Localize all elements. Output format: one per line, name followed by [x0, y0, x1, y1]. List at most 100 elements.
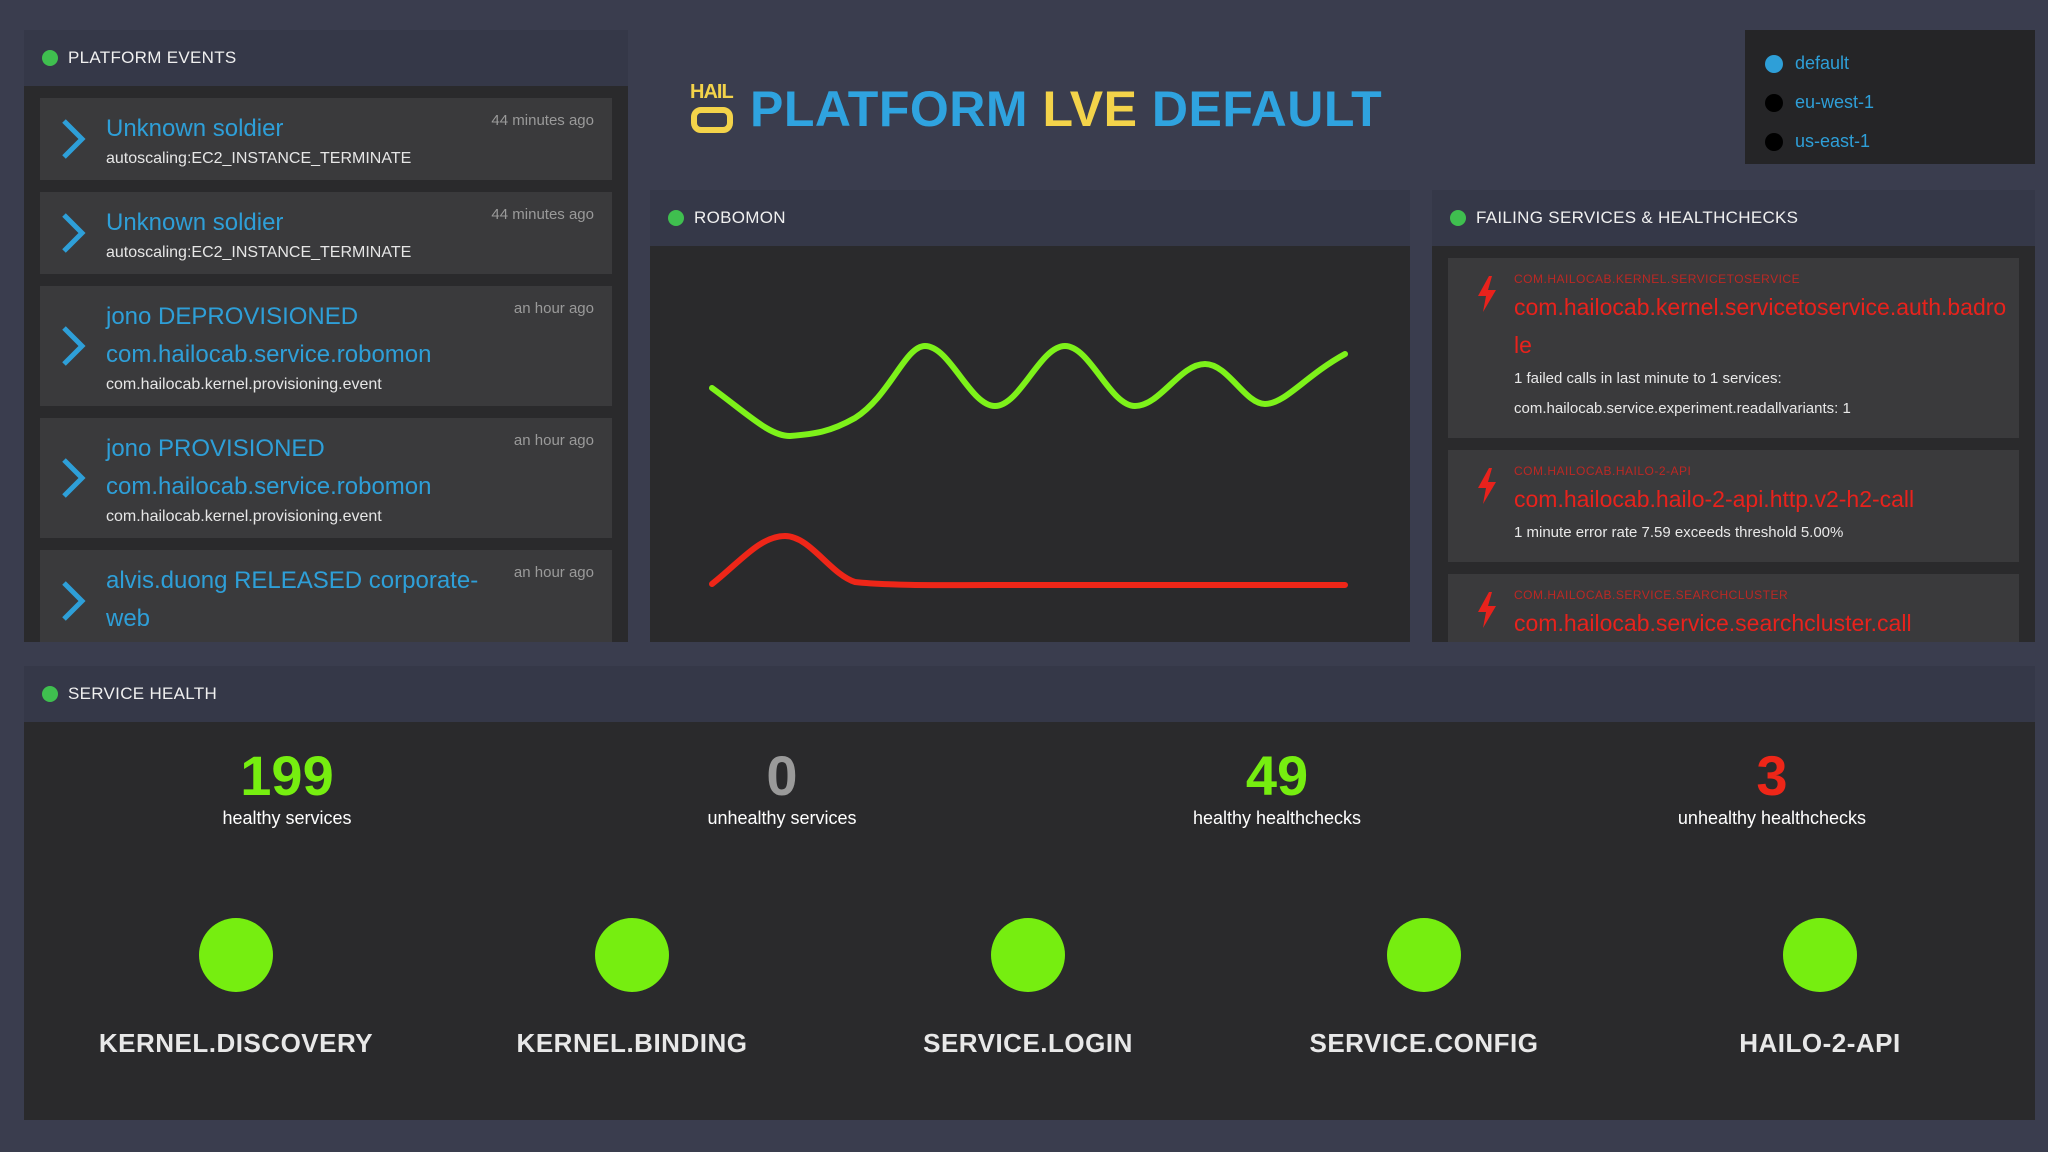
chevron-right-icon	[62, 458, 86, 498]
status-circle-icon	[1387, 918, 1461, 992]
event-item[interactable]: alvis.duong RELEASED corporate-web an ho…	[40, 550, 612, 642]
service-name: HAILO-2-API	[1739, 1028, 1901, 1058]
stat-label: healthy healthchecks	[1192, 808, 1362, 828]
event-time: an hour ago	[513, 564, 594, 581]
status-dot-icon	[42, 50, 58, 66]
failing-services-panel: FAILING SERVICES & HEALTHCHECKS COM.HAIL…	[1432, 190, 2035, 642]
failing-item[interactable]: COM.HAILOCAB.SERVICE.SEARCHCLUSTER com.h…	[1448, 574, 2019, 642]
health-stats: 199 healthy services 0 unhealthy service…	[24, 746, 2035, 846]
platform-events-title: PLATFORM EVENTS	[68, 48, 237, 67]
event-title: jono DEPROVISIONED com.hailocab.service.…	[106, 303, 432, 368]
stat-value: 49	[1245, 744, 1309, 807]
status-circle-icon	[199, 918, 273, 992]
failing-category: COM.HAILOCAB.SERVICE.SEARCHCLUSTER	[1514, 588, 1789, 602]
event-time: 44 minutes ago	[491, 112, 594, 129]
status-circle-icon	[991, 918, 1065, 992]
region-label: us-east-1	[1795, 131, 1871, 151]
event-title: jono PROVISIONED com.hailocab.service.ro…	[106, 435, 432, 500]
stat-value: 199	[240, 744, 334, 807]
lightning-bolt-icon	[1478, 276, 1496, 312]
status-circle-icon	[1783, 918, 1857, 992]
service-name: KERNEL.BINDING	[516, 1028, 748, 1058]
region-selector: default eu-west-1 us-east-1	[1745, 30, 2035, 164]
event-time: an hour ago	[513, 300, 594, 317]
page-title: PLATFORM LVE DEFAULT	[750, 80, 1382, 138]
stat-value: 0	[766, 744, 798, 807]
service-health-header: SERVICE HEALTH	[24, 666, 2035, 722]
region-dot-icon	[1765, 93, 1783, 112]
failing-category: COM.HAILOCAB.HAILO-2-API	[1514, 464, 1692, 478]
failing-list: COM.HAILOCAB.KERNEL.SERVICETOSERVICE com…	[1432, 258, 2035, 642]
failing-message: com.hailocab.service.experiment.readallv…	[1514, 400, 1851, 417]
logo-text: HAIL	[690, 81, 734, 103]
stat-label: unhealthy services	[707, 808, 857, 828]
chevron-right-icon	[62, 581, 86, 621]
event-item[interactable]: Unknown soldier autoscaling:EC2_INSTANCE…	[40, 192, 612, 274]
status-dot-icon	[42, 686, 58, 702]
region-label: eu-west-1	[1795, 92, 1875, 112]
event-time: 44 minutes ago	[491, 206, 594, 223]
failing-item[interactable]: COM.HAILOCAB.KERNEL.SERVICETOSERVICE com…	[1448, 258, 2019, 438]
event-item[interactable]: Unknown soldier autoscaling:EC2_INSTANCE…	[40, 98, 612, 180]
region-label: default	[1795, 53, 1850, 73]
robomon-series-upper	[709, 342, 1348, 440]
service-config[interactable]: SERVICE.CONFIG	[1274, 918, 1574, 1059]
failing-name: com.hailocab.service.searchcluster.call	[1514, 610, 1912, 636]
platform-events-header: PLATFORM EVENTS	[24, 30, 628, 86]
failing-message: 1 failed calls in last minute to 1 servi…	[1514, 370, 1782, 387]
event-subtitle: autoscaling:EC2_INSTANCE_TERMINATE	[106, 244, 412, 261]
robomon-series-lower	[709, 532, 1348, 589]
status-circle-icon	[595, 918, 669, 992]
lightning-bolt-icon	[1478, 468, 1496, 504]
robomon-title: ROBOMON	[694, 208, 786, 227]
platform-events-panel: PLATFORM EVENTS Unknown soldier autoscal…	[24, 30, 628, 642]
title-word-env: LVE	[1042, 81, 1138, 137]
stat-label: healthy services	[222, 808, 352, 828]
event-item[interactable]: jono DEPROVISIONED com.hailocab.service.…	[40, 286, 612, 406]
failing-name: com.hailocab.hailo-2-api.http.v2-h2-call	[1514, 486, 1915, 512]
event-list: Unknown soldier autoscaling:EC2_INSTANCE…	[24, 98, 628, 642]
failing-name: com.hailocab.kernel.servicetoservice.aut…	[1514, 294, 2007, 358]
service-name: SERVICE.CONFIG	[1309, 1028, 1539, 1058]
stat-label: unhealthy healthchecks	[1677, 808, 1867, 828]
robomon-panel: ROBOMON	[650, 190, 1410, 642]
hailo-logo: HAIL	[688, 81, 736, 137]
failing-item[interactable]: COM.HAILOCAB.HAILO-2-API com.hailocab.ha…	[1448, 450, 2019, 562]
failing-category: COM.HAILOCAB.KERNEL.SERVICETOSERVICE	[1514, 272, 1801, 286]
region-option-default[interactable]: default	[1765, 44, 2015, 83]
chevron-right-icon	[62, 326, 86, 366]
region-option-us-east-1[interactable]: us-east-1	[1765, 122, 2015, 161]
service-kernel-discovery[interactable]: KERNEL.DISCOVERY	[86, 918, 386, 1059]
stat-value: 3	[1756, 744, 1788, 807]
robomon-chart	[709, 342, 1348, 589]
failing-services-title: FAILING SERVICES & HEALTHCHECKS	[1476, 208, 1799, 227]
chevron-right-icon	[62, 213, 86, 253]
title-word-region: DEFAULT	[1151, 81, 1383, 137]
failing-services-header: FAILING SERVICES & HEALTHCHECKS	[1432, 190, 2035, 246]
stat-unhealthy-healthchecks: 3 unhealthy healthchecks	[1622, 746, 1922, 829]
brand-header: HAIL PLATFORM LVE DEFAULT	[688, 80, 1382, 138]
event-time: an hour ago	[513, 432, 594, 449]
event-subtitle: com.hailocab.kernel.provisioning.event	[106, 376, 382, 393]
service-kernel-binding[interactable]: KERNEL.BINDING	[482, 918, 782, 1059]
robomon-header: ROBOMON	[650, 190, 1410, 246]
stat-healthy-services: 199 healthy services	[137, 746, 437, 829]
logo-o-shape	[691, 107, 733, 133]
event-title: Unknown soldier	[106, 115, 284, 142]
service-name: KERNEL.DISCOVERY	[98, 1028, 374, 1058]
stat-healthy-healthchecks: 49 healthy healthchecks	[1127, 746, 1427, 829]
lightning-bolt-icon	[1478, 592, 1496, 628]
stat-unhealthy-services: 0 unhealthy services	[632, 746, 932, 829]
service-name: SERVICE.LOGIN	[923, 1028, 1133, 1058]
service-health-panel: SERVICE HEALTH 199 healthy services 0 un…	[24, 666, 2035, 1120]
event-subtitle: autoscaling:EC2_INSTANCE_TERMINATE	[106, 150, 412, 167]
event-title: alvis.duong RELEASED corporate-web	[106, 567, 479, 632]
service-hailo-2-api[interactable]: HAILO-2-API	[1670, 918, 1970, 1059]
event-item[interactable]: jono PROVISIONED com.hailocab.service.ro…	[40, 418, 612, 538]
region-dot-icon	[1765, 54, 1783, 73]
region-option-eu-west-1[interactable]: eu-west-1	[1765, 83, 2015, 122]
status-dot-icon	[668, 210, 684, 226]
service-login[interactable]: SERVICE.LOGIN	[878, 918, 1178, 1059]
event-title: Unknown soldier	[106, 209, 284, 236]
failing-message: 1 minute error rate 7.59 exceeds thresho…	[1514, 524, 1844, 541]
